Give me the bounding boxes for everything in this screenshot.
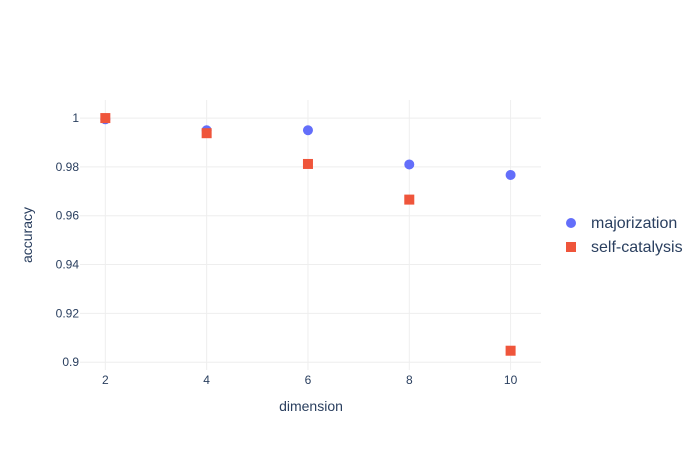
legend-marker-self-catalysis: [566, 242, 576, 252]
y-tick-label: 0.9: [62, 355, 79, 369]
self-catalysis-point: [302, 158, 313, 169]
majorization-point: [404, 159, 415, 170]
x-tick-label: 2: [102, 373, 109, 387]
majorization-point: [302, 125, 313, 136]
self-catalysis-point: [505, 345, 516, 356]
legend-label-majorization: majorization: [591, 215, 677, 232]
x-tick-label: 6: [305, 373, 312, 387]
x-axis-title: dimension: [279, 398, 343, 414]
x-axis-ticks: 2 4 6 8 10: [102, 373, 518, 387]
x-tick-label: 10: [504, 373, 518, 387]
legend: majorization self-catalysis: [566, 215, 683, 256]
data-points: [100, 113, 516, 356]
y-tick-label: 0.98: [56, 160, 80, 174]
y-tick-label: 0.92: [56, 306, 80, 320]
majorization-point: [505, 169, 516, 180]
legend-marker-majorization: [566, 218, 576, 228]
y-axis-ticks: 0.9 0.92 0.94 0.96 0.98 1: [56, 111, 80, 369]
self-catalysis-point: [404, 194, 415, 205]
y-tick-label: 1: [72, 111, 79, 125]
grid-lines: [80, 100, 541, 370]
y-axis-title: accuracy: [19, 207, 35, 263]
y-tick-label: 0.94: [56, 258, 80, 272]
x-tick-label: 8: [406, 373, 413, 387]
self-catalysis-point: [100, 113, 111, 124]
x-tick-label: 4: [203, 373, 210, 387]
legend-label-self-catalysis: self-catalysis: [591, 239, 683, 256]
y-tick-label: 0.96: [56, 209, 80, 223]
self-catalysis-point: [201, 128, 212, 139]
